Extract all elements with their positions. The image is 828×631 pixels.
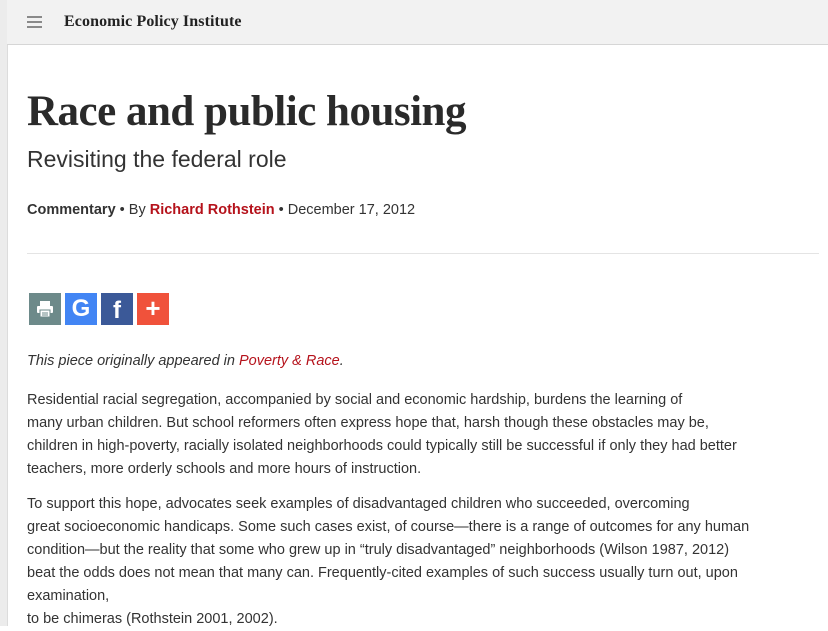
divider — [27, 253, 819, 254]
paragraph-line: teachers, more orderly schools and more … — [27, 461, 422, 477]
publish-date: • December 17, 2012 — [278, 202, 416, 218]
paragraph-line: to be chimeras (Rothstein 2001, 2002). — [27, 611, 278, 627]
article-type[interactable]: Commentary — [27, 202, 116, 218]
paragraph-line: children in high-poverty, racially isola… — [27, 438, 737, 454]
facebook-share-button[interactable]: f — [101, 293, 133, 325]
print-button[interactable] — [29, 293, 61, 325]
author-link[interactable]: Richard Rothstein — [149, 202, 275, 218]
paragraph-line: Residential racial segregation, accompan… — [27, 392, 683, 408]
paragraph-line: beat the odds does not mean that many ca… — [27, 565, 738, 581]
paragraph-line: many urban children. But school reformer… — [27, 415, 709, 431]
site-brand[interactable]: Economic Policy Institute — [64, 13, 242, 30]
browser-left-edge — [0, 0, 8, 626]
paragraph-line: condition—but the reality that some who … — [27, 542, 730, 558]
intro-note: This piece originally appeared in Povert… — [27, 353, 344, 369]
facebook-icon: f — [113, 297, 121, 324]
paragraph-1: Residential racial segregation, accompan… — [27, 389, 817, 481]
intro-prefix: This piece originally appeared in — [27, 353, 239, 369]
plus-icon: + — [145, 293, 161, 323]
source-link[interactable]: Poverty & Race — [239, 353, 340, 369]
paragraph-2: To support this hope, advocates seek exa… — [27, 493, 817, 631]
more-share-button[interactable]: + — [137, 293, 169, 325]
byline-prefix: • By — [119, 202, 146, 218]
google-share-button[interactable]: G — [65, 293, 97, 325]
site-header: Economic Policy Institute — [7, 0, 828, 45]
intro-suffix: . — [339, 353, 344, 369]
google-icon: G — [71, 295, 91, 322]
page-title: Race and public housing — [27, 88, 466, 135]
hamburger-icon[interactable] — [27, 16, 42, 28]
paragraph-line: To support this hope, advocates seek exa… — [27, 496, 690, 512]
paragraph-line: great socioeconomic handicaps. Some such… — [27, 519, 750, 535]
page-subtitle: Revisiting the federal role — [27, 146, 287, 172]
byline: Commentary • By Richard Rothstein • Dece… — [27, 202, 415, 218]
paragraph-line: examination, — [27, 588, 110, 604]
print-icon — [37, 301, 53, 318]
